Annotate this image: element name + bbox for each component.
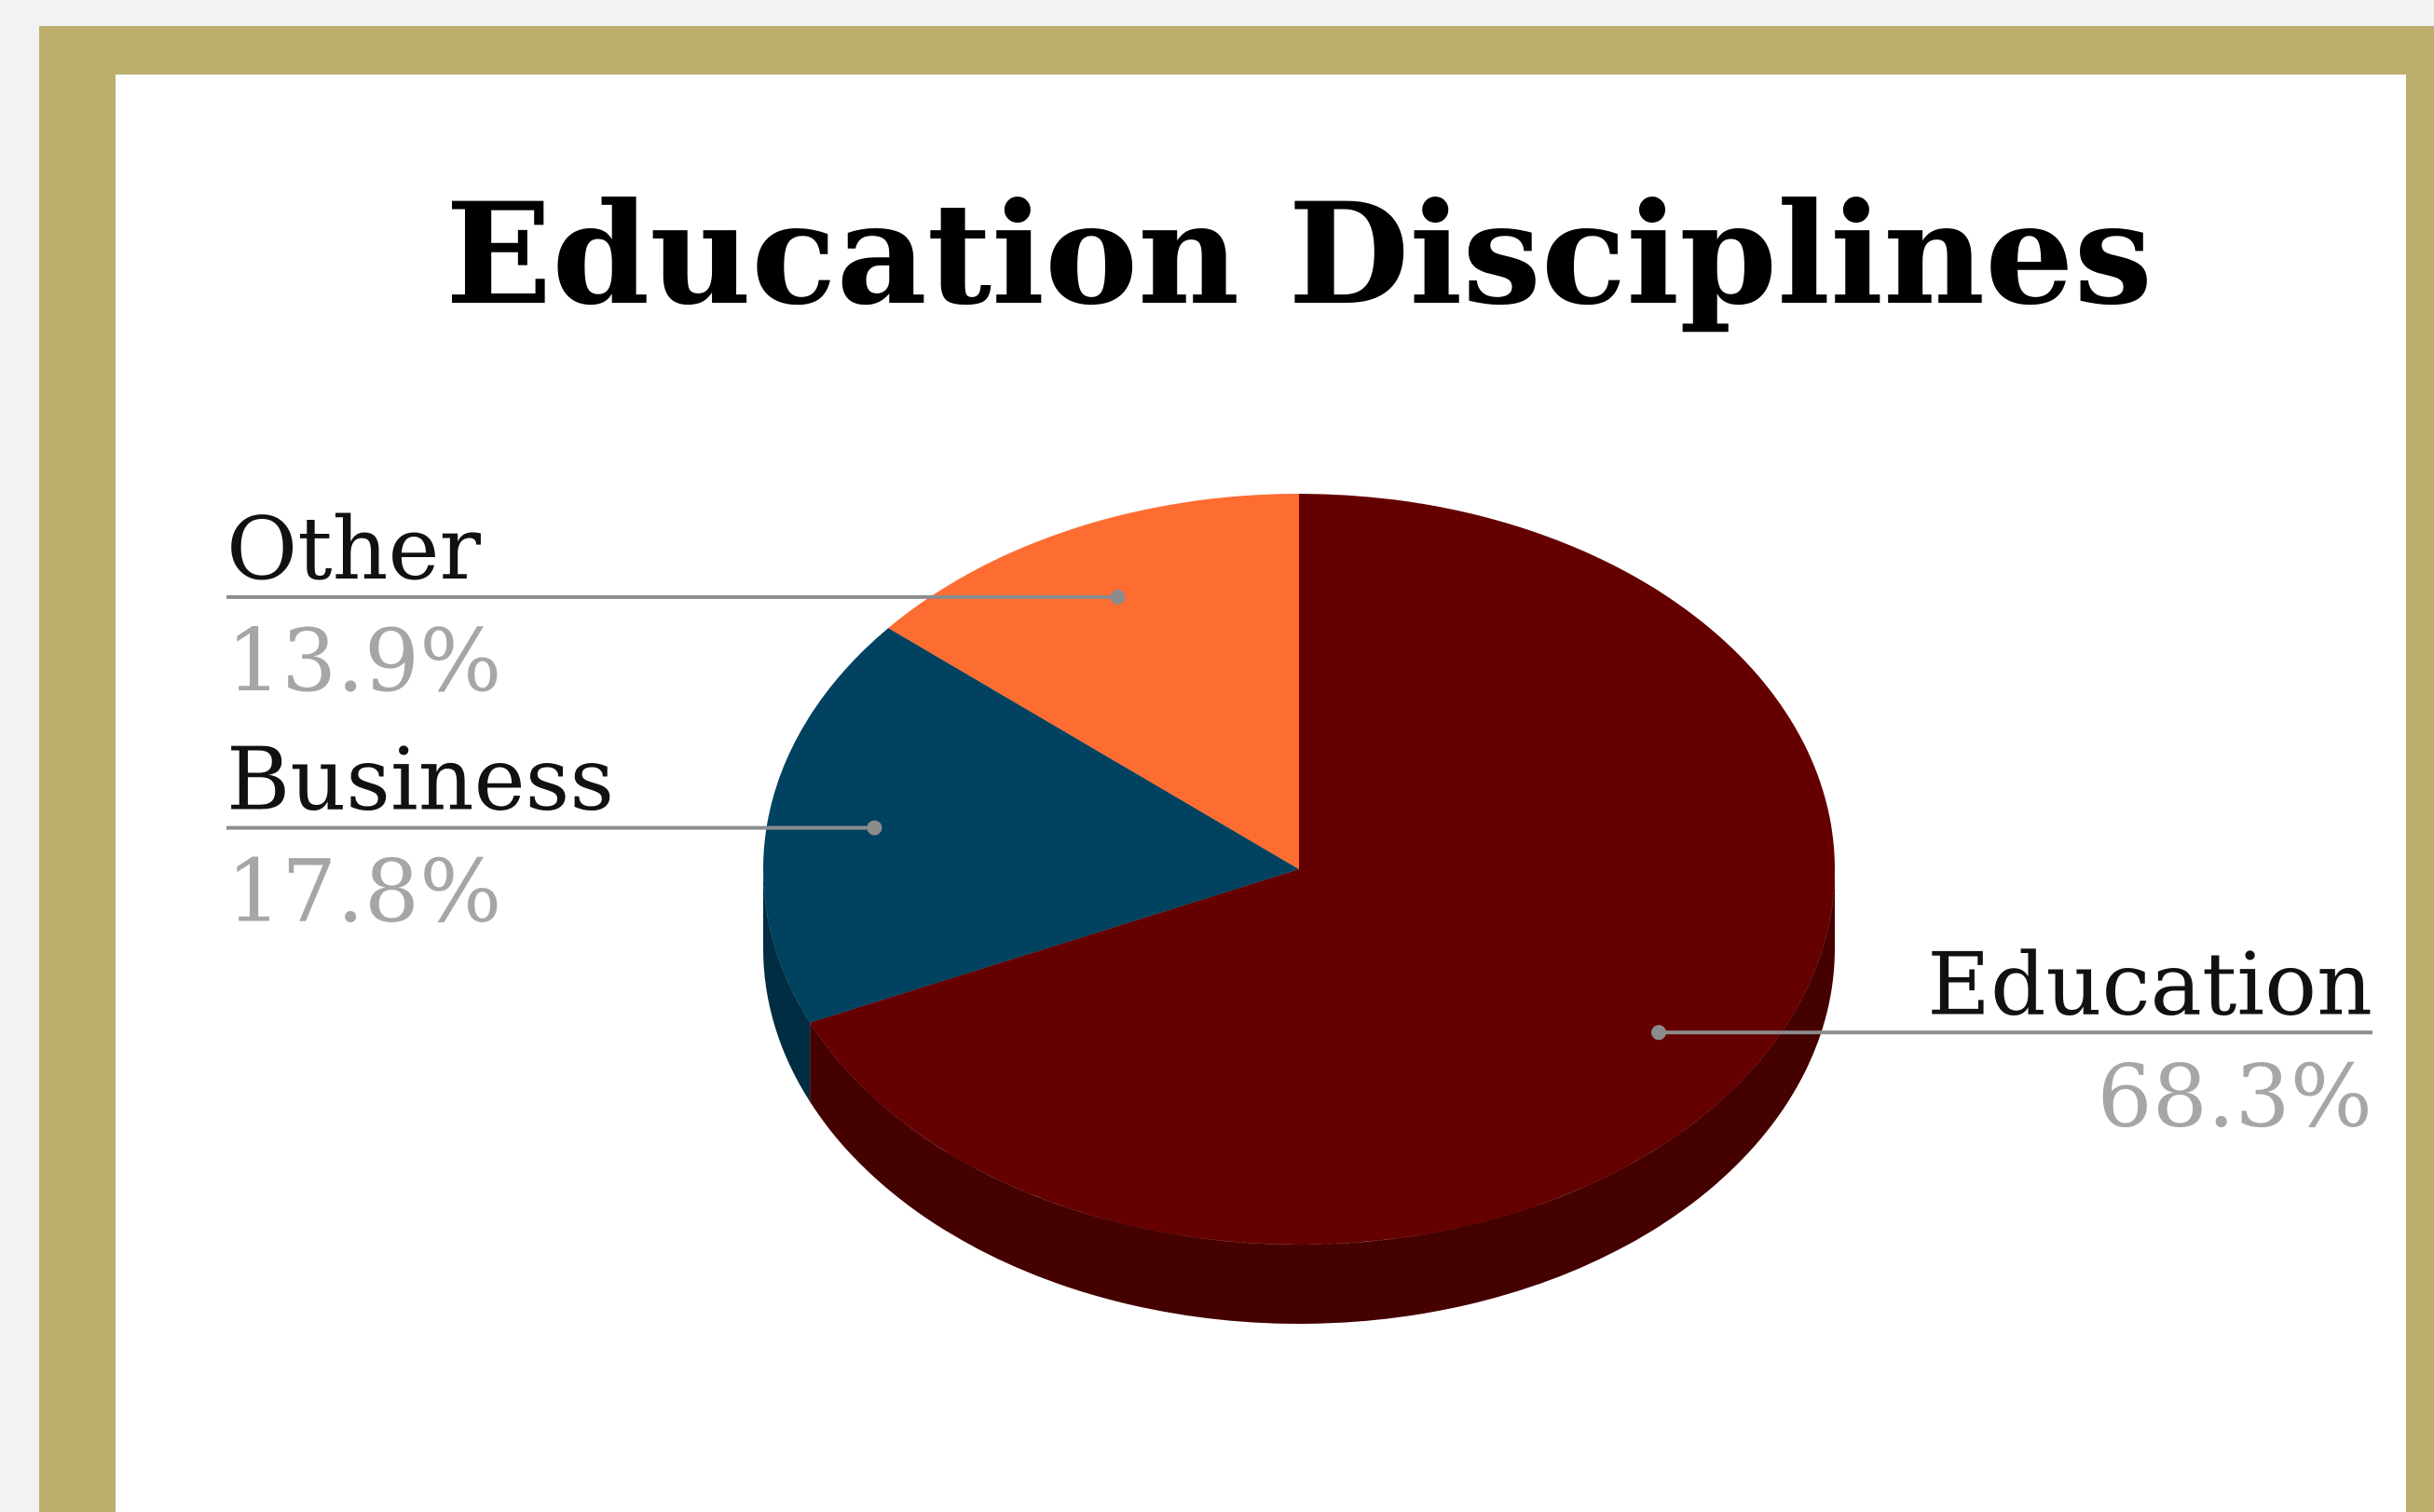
chart-title: Education Disciplines (445, 172, 2153, 336)
leader-dot-other (1110, 589, 1126, 605)
pie-chart: Education Disciplines Education 68.3% Busi… (226, 172, 2372, 1325)
leader-dot-business (867, 820, 882, 836)
pie-side-business (763, 869, 811, 1102)
slide-frame: Education Disciplines Education 68.3% Busi… (39, 26, 2434, 1512)
pie-slice-business (763, 628, 1299, 1023)
slice-value-business: 17.8% (226, 841, 501, 942)
slice-value-other: 13.9% (226, 610, 501, 711)
pie-side-education (810, 869, 1835, 1325)
chart-panel: Education Disciplines Education 68.3% Busi… (116, 75, 2406, 1512)
pie-slice-other (888, 494, 1299, 869)
slice-label-other: Other (226, 498, 482, 599)
slice-labels: Education 68.3% Business 17.8% Other 13.9% (226, 498, 2372, 1146)
pie-slices (763, 494, 1835, 1325)
slice-label-business: Business (226, 729, 614, 830)
leader-dot-education (1651, 1025, 1667, 1041)
slice-value-education: 68.3% (2098, 1045, 2372, 1146)
pie-slice-education (810, 494, 1835, 1246)
slice-label-education: Education (1927, 933, 2372, 1034)
